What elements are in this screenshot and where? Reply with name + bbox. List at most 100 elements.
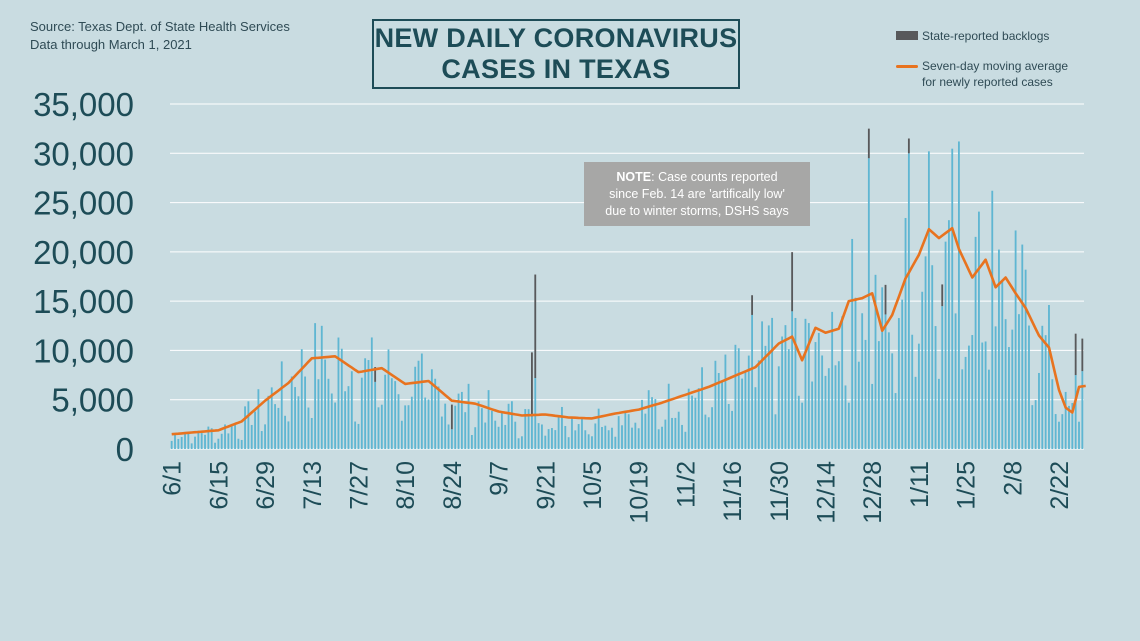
y-tick-label: 5,000: [51, 382, 134, 419]
case-bar: [867, 158, 870, 449]
case-bar: [674, 417, 677, 449]
case-bar: [531, 416, 533, 449]
moving-average-line: [171, 226, 1086, 436]
case-bar: [450, 429, 453, 449]
case-bar: [927, 151, 930, 450]
backlog-bar: [907, 138, 910, 154]
case-bar: [487, 390, 490, 449]
case-bar: [664, 419, 667, 449]
legend-label-average: Seven-day moving average for newly repor…: [922, 58, 1068, 90]
case-bar: [500, 413, 503, 449]
case-bar: [757, 360, 760, 449]
case-bar: [514, 421, 517, 449]
case-bar: [294, 387, 297, 449]
backlog-bar: [884, 284, 887, 315]
data-date-line: Data through March 1, 2021: [30, 37, 192, 52]
case-bar: [591, 436, 593, 449]
case-bar: [677, 411, 680, 449]
case-bar: [180, 436, 183, 449]
case-bar: [1018, 314, 1020, 449]
case-bar: [847, 402, 850, 449]
backlog-swatch: [896, 31, 918, 40]
y-tick-label: 0: [116, 431, 134, 468]
case-bar: [207, 426, 210, 449]
case-bar: [1058, 421, 1060, 449]
x-tick-label: 9/21: [532, 461, 560, 510]
case-bar: [837, 361, 840, 449]
case-bar: [274, 404, 276, 449]
case-bar: [998, 249, 1000, 449]
case-bar: [737, 348, 740, 449]
case-bar: [564, 425, 567, 449]
case-bar: [300, 349, 303, 449]
case-bar: [951, 148, 954, 449]
case-bar: [1044, 335, 1047, 449]
case-bar: [1051, 379, 1054, 449]
case-bar: [267, 395, 270, 449]
x-tick-label: 10/19: [626, 461, 654, 524]
case-bar: [727, 403, 730, 449]
case-bar: [200, 433, 203, 449]
case-bar: [687, 388, 690, 449]
case-bar: [1054, 414, 1057, 449]
case-bar: [307, 407, 310, 449]
case-bar: [551, 428, 553, 449]
case-bar: [434, 378, 437, 449]
case-bar: [290, 376, 293, 449]
case-bar: [297, 396, 300, 449]
case-bar: [714, 360, 717, 449]
case-bar: [794, 317, 797, 449]
case-bar: [407, 405, 410, 449]
legend-label-average-line2: for newly reported cases: [922, 75, 1053, 89]
case-bar: [317, 379, 320, 449]
case-bar: [270, 387, 273, 449]
case-bar: [344, 391, 347, 449]
case-bar: [617, 416, 620, 449]
case-bar: [694, 397, 697, 449]
backlog-bar: [374, 367, 377, 382]
case-bar: [907, 153, 910, 450]
case-bar: [257, 389, 260, 449]
case-bar: [440, 416, 443, 449]
backlog-bar: [941, 284, 944, 307]
case-bar: [824, 375, 827, 449]
case-bar: [424, 397, 427, 449]
case-bar: [787, 349, 790, 449]
case-bar: [534, 378, 537, 449]
x-tick-label: 6/1: [159, 461, 187, 496]
case-bar: [1064, 391, 1067, 449]
backlog-bar: [1074, 333, 1077, 376]
case-bar: [194, 436, 196, 449]
case-bar: [887, 332, 890, 449]
case-bar: [244, 406, 246, 449]
case-bar: [777, 366, 780, 449]
case-bar: [354, 421, 357, 449]
case-bar: [254, 411, 256, 449]
average-swatch: [896, 65, 918, 68]
case-bar: [230, 423, 233, 449]
case-bar: [260, 431, 263, 449]
case-bar: [1071, 403, 1074, 449]
backlog-bar: [531, 352, 533, 417]
case-bar: [170, 440, 173, 449]
case-bar: [844, 385, 847, 449]
backlog-bar: [791, 252, 794, 312]
note-box: NOTE: Case counts reported since Feb. 14…: [584, 162, 810, 226]
case-bar: [524, 409, 527, 449]
case-bar: [831, 311, 834, 449]
x-tick-label: 12/14: [813, 461, 841, 524]
case-bar: [704, 414, 707, 449]
case-bar: [671, 417, 673, 449]
case-bar: [330, 393, 333, 449]
case-bar: [631, 427, 633, 449]
case-bar: [521, 436, 523, 449]
case-bar: [427, 399, 430, 449]
case-bar: [801, 402, 804, 449]
case-bar: [601, 427, 603, 449]
case-bar: [377, 407, 380, 449]
case-bar: [184, 433, 186, 449]
y-tick-label: 15,000: [33, 283, 134, 320]
case-bar: [437, 386, 440, 449]
y-tick-label: 25,000: [33, 185, 134, 222]
